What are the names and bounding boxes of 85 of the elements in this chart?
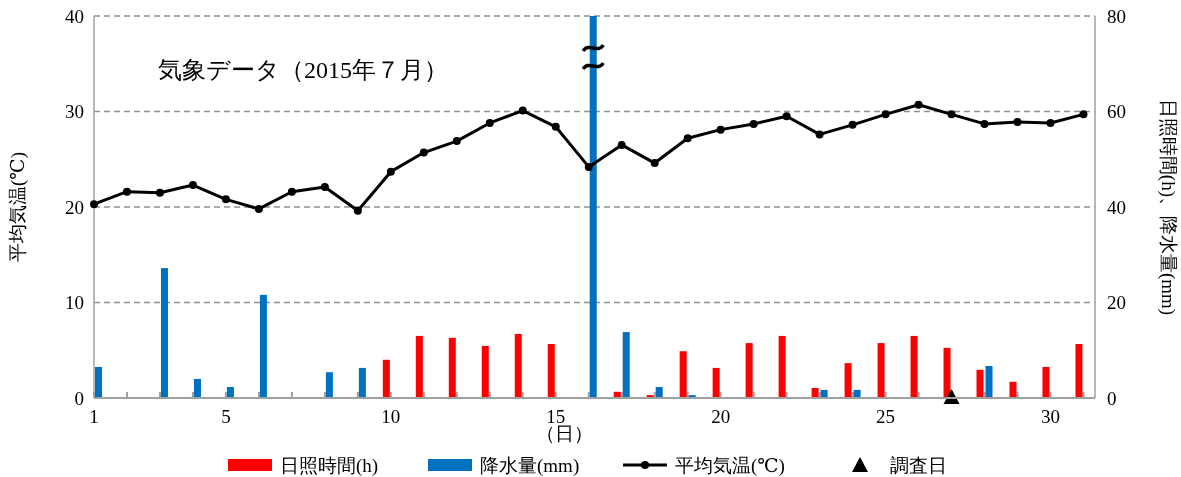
point (155, 188, 164, 197)
bar (811, 387, 819, 398)
bar (622, 332, 630, 398)
x-tick-label: 20 (711, 406, 731, 427)
point (716, 125, 725, 134)
point (683, 134, 692, 143)
point (980, 119, 989, 128)
point (551, 122, 560, 131)
x-tick-label: 25 (876, 406, 896, 427)
point (914, 100, 923, 109)
point (1013, 118, 1022, 127)
bar (712, 367, 720, 398)
bar (481, 345, 489, 398)
point (881, 110, 890, 119)
y-tick-label: 0 (74, 387, 84, 409)
y2-tick-label: 40 (1107, 196, 1126, 218)
point (320, 182, 329, 191)
point (221, 195, 230, 204)
bar (514, 334, 522, 398)
bar (679, 351, 687, 398)
bar (259, 294, 267, 398)
bar (193, 378, 201, 398)
bar (976, 369, 984, 398)
point (485, 118, 494, 127)
y-axis-title: 平均気温(℃) (7, 152, 29, 262)
x-axis-title: （日） (536, 423, 593, 444)
text: 気象データ（2015年７月） (158, 57, 448, 83)
legend-label: 平均気温(℃) (675, 455, 785, 477)
point (782, 112, 791, 121)
legend-label: 日照時間(h) (280, 455, 379, 477)
point (1079, 110, 1088, 119)
bar (745, 343, 753, 398)
x-tick-label: 5 (221, 406, 231, 427)
bar (655, 387, 663, 398)
y-tick-label: 20 (65, 196, 84, 218)
y-tick-label: 30 (65, 101, 84, 123)
point (1046, 118, 1055, 127)
x-tick-label: 1 (89, 406, 99, 427)
legend-label: 調査日 (890, 455, 947, 476)
bar (382, 359, 390, 398)
bar (226, 387, 234, 398)
bar (160, 268, 168, 398)
point (584, 162, 593, 171)
bar (325, 372, 333, 398)
y2-tick-label: 20 (1107, 292, 1126, 314)
point (749, 119, 758, 128)
y2-tick-label: 80 (1107, 5, 1126, 27)
x-tick-label: 10 (381, 406, 401, 427)
point (188, 181, 197, 190)
point (518, 106, 527, 115)
point (419, 148, 428, 157)
point (815, 130, 824, 139)
point (650, 159, 659, 168)
bar (448, 337, 456, 398)
point (287, 187, 296, 196)
point (353, 206, 362, 215)
bar (1042, 366, 1050, 398)
y2-axis-title: 日照時間(h)、降水量(mm) (1157, 98, 1179, 316)
bar (415, 335, 423, 398)
bar (589, 16, 597, 398)
bar (778, 335, 786, 398)
point (386, 167, 395, 176)
y2-tick-label: 0 (1107, 387, 1117, 409)
point (947, 110, 956, 119)
y-tick-label: 10 (65, 292, 84, 314)
bar (1075, 344, 1083, 398)
bar (877, 343, 885, 398)
bar (547, 344, 555, 398)
point (848, 120, 857, 129)
point (452, 137, 461, 146)
bar (985, 366, 993, 398)
bar (943, 347, 951, 398)
y2-tick-label: 60 (1107, 101, 1126, 123)
bar (910, 335, 918, 398)
bar (1009, 381, 1017, 398)
point (122, 187, 131, 196)
x-tick-label: 30 (1040, 406, 1060, 427)
bar (358, 367, 366, 398)
point (617, 140, 626, 149)
bar (95, 366, 102, 398)
point (254, 204, 263, 213)
point (90, 200, 98, 209)
y-tick-label: 40 (65, 5, 84, 27)
bar (844, 363, 852, 398)
legend-label: 降水量(mm) (480, 455, 580, 477)
